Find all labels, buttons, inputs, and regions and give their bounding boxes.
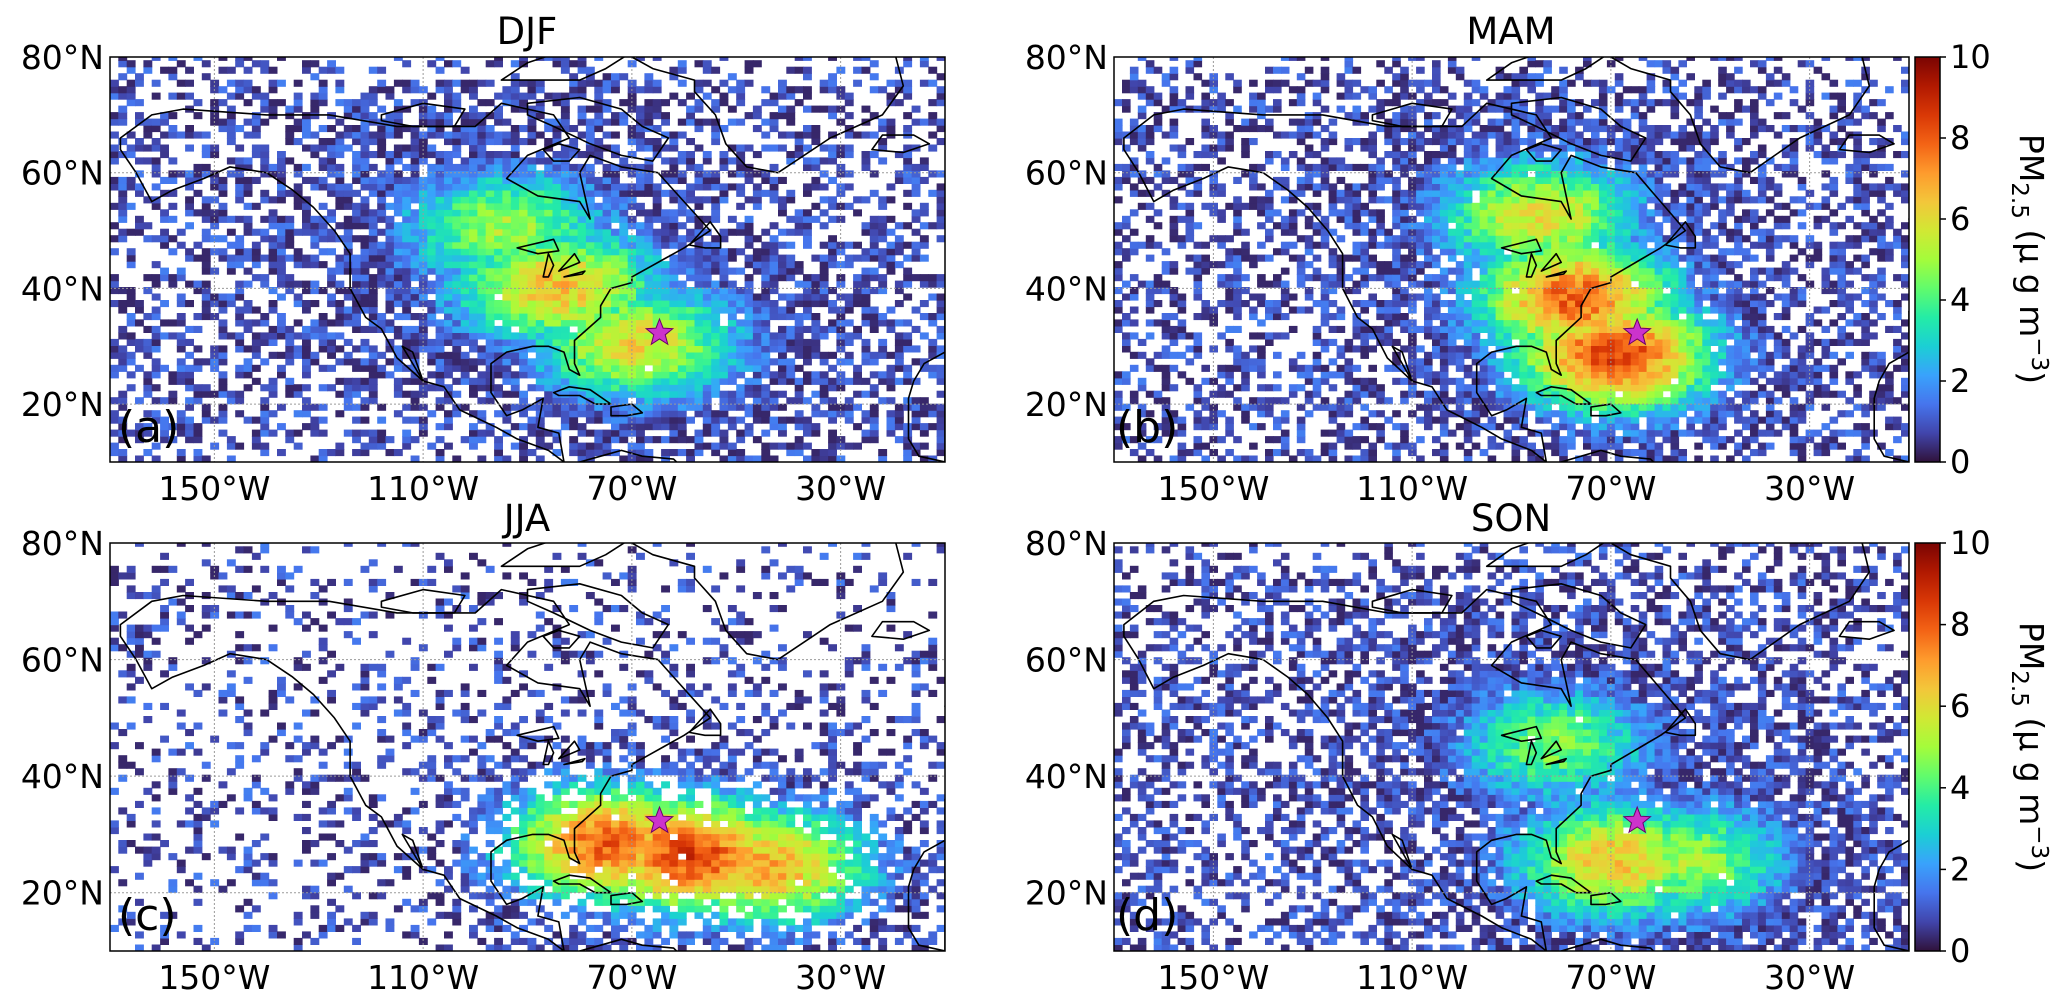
lon-label-d-110: 110°W (1356, 958, 1468, 997)
site-marker-star-a (644, 317, 675, 346)
lon-label-c-70: 70°W (586, 958, 677, 997)
panel-letter-d: (d) (1116, 890, 1178, 941)
lat-label-d-40: 40°N (1025, 757, 1108, 796)
lat-label-a-20: 20°N (21, 385, 104, 424)
lat-label-c-60: 60°N (21, 641, 104, 680)
panel-d: SON (d) 80°N 60°N 40°N 20°N 150°W 110°W 70°W 30… (1025, 497, 1910, 997)
lon-label-a-30: 30°W (795, 469, 886, 508)
pm25-map-b (1113, 56, 1910, 463)
site-marker-star-c (644, 805, 675, 834)
colorbar-label-bottom: PM2.5 (μ g m−3) (2006, 622, 2052, 872)
colorbar-tick-0-8: 8 (1950, 119, 1970, 157)
lon-label-a-150: 150°W (158, 469, 270, 508)
lat-label-b-40: 40°N (1025, 269, 1108, 308)
pm25-map-a (109, 56, 946, 463)
colorbar-tick-0-0: 0 (1950, 443, 1970, 481)
lat-label-b-80: 80°N (1025, 38, 1108, 77)
pm25-map-c (109, 542, 946, 952)
pm25-map-d (1113, 542, 1910, 952)
colorbar-bar-0 (1914, 56, 1941, 463)
lat-label-b-60: 60°N (1025, 154, 1108, 193)
map-frame-b (1113, 56, 1910, 463)
lat-label-a-40: 40°N (21, 269, 104, 308)
panel-letter-a: (a) (118, 402, 179, 453)
panel-letter-b: (b) (1116, 402, 1178, 453)
lat-label-d-60: 60°N (1025, 641, 1108, 680)
panel-title-b: MAM (1466, 10, 1555, 53)
lat-label-b-20: 20°N (1025, 385, 1108, 424)
colorbar-bottom: PM2.5 (μ g m−3) 0 2 4 6 8 10 (1914, 524, 2052, 970)
lon-label-a-70: 70°W (586, 469, 677, 508)
lon-label-c-150: 150°W (158, 958, 270, 997)
panel-letter-c: (c) (118, 890, 177, 941)
panel-title-d: SON (1471, 497, 1551, 540)
lon-label-d-150: 150°W (1157, 958, 1269, 997)
colorbar-tick-0-6: 6 (1950, 200, 1970, 238)
colorbar-tick-1-4: 4 (1950, 769, 1970, 807)
lat-label-c-20: 20°N (21, 874, 104, 913)
lon-label-b-110: 110°W (1356, 469, 1468, 508)
lon-label-b-70: 70°W (1565, 469, 1656, 508)
lon-label-c-30: 30°W (795, 958, 886, 997)
lat-label-d-20: 20°N (1025, 874, 1108, 913)
lat-label-c-40: 40°N (21, 757, 104, 796)
panel-title-a: DJF (497, 10, 558, 53)
lon-label-c-110: 110°W (367, 958, 479, 997)
colorbar-tick-1-0: 0 (1950, 932, 1970, 970)
colorbar-top: PM2.5 (μ g m−3) 0 2 4 6 8 10 (1914, 38, 2052, 481)
lon-label-d-30: 30°W (1764, 958, 1855, 997)
map-frame-d (1113, 542, 1910, 952)
panel-a: DJF (a) 80°N 60°N 40°N 20°N 150°W 110°W 70°W 30… (21, 10, 946, 508)
colorbar-label-top: PM2.5 (μ g m−3) (2006, 134, 2052, 384)
colorbar-tick-1-8: 8 (1950, 606, 1970, 644)
colorbar-tick-1-2: 2 (1950, 850, 1970, 888)
lat-label-c-80: 80°N (21, 524, 104, 563)
lon-label-b-30: 30°W (1764, 469, 1855, 508)
lon-label-d-70: 70°W (1565, 958, 1656, 997)
map-frame-c (109, 542, 946, 952)
panel-title-c: JJA (502, 497, 551, 540)
lon-label-b-150: 150°W (1157, 469, 1269, 508)
lon-label-a-110: 110°W (367, 469, 479, 508)
colorbar-tick-0-4: 4 (1950, 281, 1970, 319)
colorbar-tick-1-6: 6 (1950, 687, 1970, 725)
panel-b: MAM (b) 80°N 60°N 40°N 20°N 150°W 110°W 70°W 30… (1025, 10, 1910, 508)
colorbar-bar-1 (1914, 542, 1941, 952)
colorbar-tick-0-10: 10 (1950, 38, 1991, 76)
panel-c: JJA (c) 80°N 60°N 40°N 20°N 150°W 110°W 70°W 30… (21, 497, 946, 997)
lat-label-d-80: 80°N (1025, 524, 1108, 563)
site-marker-star-b (1622, 317, 1652, 346)
lat-label-a-80: 80°N (21, 38, 104, 77)
site-marker-star-d (1622, 805, 1652, 834)
colorbar-tick-1-10: 10 (1950, 524, 1991, 562)
lat-label-a-60: 60°N (21, 154, 104, 193)
map-frame-a (109, 56, 946, 463)
colorbar-tick-0-2: 2 (1950, 362, 1970, 400)
